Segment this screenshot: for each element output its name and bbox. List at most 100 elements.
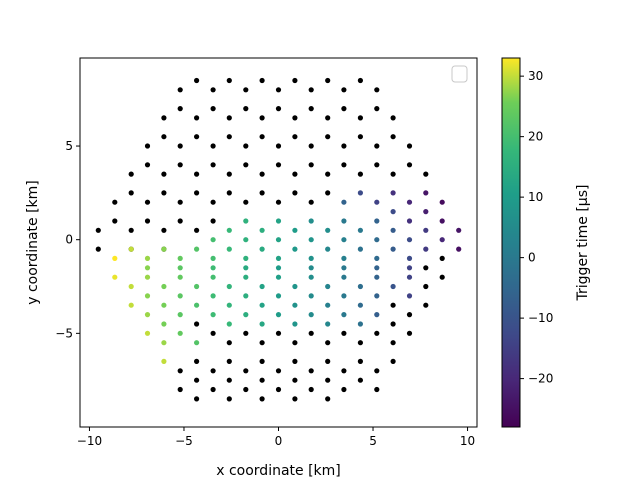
colorbar-tick-label: −10 xyxy=(528,311,553,325)
station-point xyxy=(259,134,265,140)
station-point xyxy=(243,386,249,393)
station-point xyxy=(95,227,101,233)
station-point xyxy=(292,358,298,364)
station-point xyxy=(341,368,347,374)
triggered-station-point xyxy=(390,283,396,290)
triggered-station-point xyxy=(177,255,183,261)
station-point xyxy=(308,330,314,336)
triggered-station-point xyxy=(357,190,363,196)
station-point xyxy=(275,199,282,205)
station-point xyxy=(243,162,249,168)
triggered-station-point xyxy=(194,302,200,308)
station-point xyxy=(259,396,265,402)
station-point xyxy=(177,218,183,224)
station-point xyxy=(161,227,167,233)
station-point xyxy=(194,321,200,327)
triggered-station-point xyxy=(144,255,151,261)
triggered-station-point xyxy=(243,265,249,271)
station-point xyxy=(325,77,331,84)
station-point xyxy=(308,368,314,374)
triggered-station-point xyxy=(423,190,429,196)
station-point xyxy=(177,143,183,149)
triggered-station-point xyxy=(210,274,216,280)
station-point xyxy=(292,396,298,402)
station-point xyxy=(226,134,232,140)
triggered-station-point xyxy=(128,283,134,290)
triggered-station-point xyxy=(243,312,249,318)
station-point xyxy=(95,246,101,252)
station-point xyxy=(194,171,200,177)
station-point xyxy=(194,134,200,140)
colorbar-ticks: −20 −10 0 10 20 30 xyxy=(520,69,553,386)
triggered-station-point xyxy=(325,302,331,308)
station-point xyxy=(144,218,151,224)
triggered-station-point xyxy=(144,293,151,299)
colorbar-tick-label: 0 xyxy=(528,251,536,265)
station-point xyxy=(325,340,331,346)
station-point xyxy=(325,115,331,121)
x-axis-label: x coordinate [km] xyxy=(216,463,341,479)
triggered-station-point xyxy=(357,246,363,252)
triggered-station-point xyxy=(161,340,167,346)
station-point xyxy=(275,162,282,168)
station-point xyxy=(210,330,216,336)
triggered-station-point xyxy=(341,265,347,271)
y-tick-label: 5 xyxy=(65,139,73,153)
colorbar-tick-label: 10 xyxy=(528,190,543,204)
station-point xyxy=(374,87,380,93)
triggered-station-point xyxy=(292,283,298,290)
station-point xyxy=(259,340,265,346)
station-point xyxy=(390,358,396,364)
triggered-station-point xyxy=(308,312,314,318)
triggered-station-point xyxy=(341,255,347,261)
colorbar-frame xyxy=(501,57,521,428)
triggered-station-point xyxy=(243,218,249,224)
x-tick-label: −5 xyxy=(175,434,193,448)
triggered-station-point xyxy=(374,293,380,299)
station-point xyxy=(161,134,167,140)
station-point xyxy=(423,302,429,308)
station-point xyxy=(275,368,282,374)
triggered-station-point xyxy=(275,293,282,299)
triggered-station-point xyxy=(177,330,183,336)
station-point xyxy=(357,77,363,84)
station-point xyxy=(194,115,200,121)
station-point xyxy=(308,162,314,168)
triggered-station-point xyxy=(226,283,232,290)
station-point xyxy=(161,115,167,121)
triggered-station-point xyxy=(308,293,314,299)
station-point xyxy=(275,106,282,112)
triggered-station-point xyxy=(243,237,249,243)
triggered-station-point xyxy=(275,237,282,243)
station-point xyxy=(210,87,216,93)
station-point xyxy=(243,199,249,205)
triggered-station-point xyxy=(439,237,445,243)
triggered-station-point xyxy=(292,246,298,252)
station-point xyxy=(390,321,396,327)
station-point xyxy=(357,340,363,346)
y-axis-ticks: −5 0 5 xyxy=(55,139,80,340)
station-point xyxy=(259,171,265,177)
station-point xyxy=(341,106,347,112)
station-point xyxy=(226,190,232,196)
station-point xyxy=(210,386,216,393)
station-point xyxy=(423,265,429,271)
triggered-station-point xyxy=(112,274,118,280)
station-point xyxy=(406,143,413,149)
triggered-station-point xyxy=(161,246,167,252)
station-point xyxy=(292,77,298,84)
triggered-station-point xyxy=(177,274,183,280)
triggered-station-point xyxy=(144,274,151,280)
triggered-station-point xyxy=(275,265,282,271)
triggered-station-point xyxy=(390,209,396,215)
station-point xyxy=(259,377,265,383)
station-point xyxy=(243,87,249,93)
triggered-station-point xyxy=(128,246,134,252)
triggered-station-point xyxy=(341,274,347,280)
station-point xyxy=(226,77,232,84)
y-tick-label: 0 xyxy=(65,233,73,247)
triggered-station-point xyxy=(423,209,429,215)
triggered-station-point xyxy=(161,283,167,290)
triggered-station-point xyxy=(406,255,413,261)
station-point xyxy=(177,386,183,393)
